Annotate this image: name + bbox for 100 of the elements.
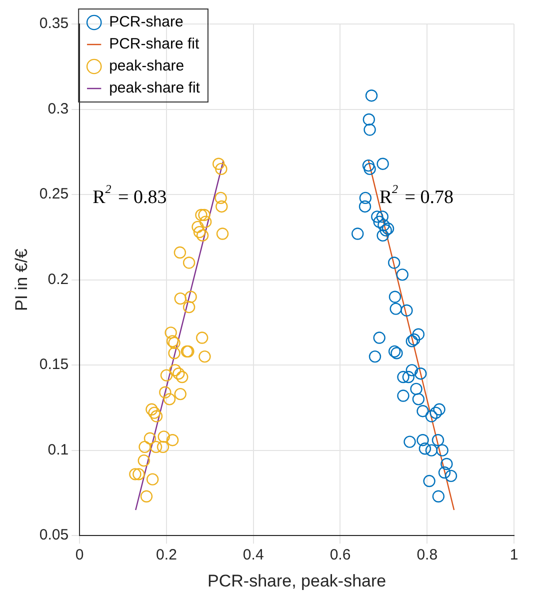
point <box>362 159 375 172</box>
x-tick-label: 1 <box>510 546 518 564</box>
point <box>404 436 416 448</box>
point <box>174 246 186 259</box>
point <box>129 468 142 480</box>
point <box>215 162 228 176</box>
point <box>397 370 410 384</box>
legend-label: PCR-share fit <box>109 36 200 53</box>
point <box>198 208 210 222</box>
point <box>150 410 163 422</box>
point <box>380 224 392 236</box>
point <box>390 302 402 315</box>
point <box>196 332 208 344</box>
point <box>376 210 388 223</box>
y-tick-label: 0.25 <box>39 186 69 203</box>
y-tick-label: 0.05 <box>39 526 69 544</box>
point <box>159 386 172 398</box>
point <box>163 393 176 406</box>
point <box>425 444 438 456</box>
point <box>172 367 185 380</box>
point <box>216 200 228 213</box>
point <box>168 347 180 360</box>
point <box>358 200 372 213</box>
point <box>414 367 427 380</box>
point <box>362 113 376 126</box>
point <box>440 458 453 470</box>
point <box>164 326 177 339</box>
y-tick-label: 0.1 <box>48 441 69 458</box>
point <box>150 440 162 454</box>
point <box>169 364 182 376</box>
point <box>378 219 390 232</box>
point <box>146 403 158 416</box>
point <box>182 300 196 314</box>
point <box>382 222 394 235</box>
point <box>140 490 153 502</box>
point <box>158 430 170 443</box>
point <box>212 158 225 170</box>
point <box>132 468 145 480</box>
point <box>388 345 401 358</box>
point <box>376 158 389 170</box>
y-tick-label: 0.35 <box>39 15 69 32</box>
point <box>430 406 442 419</box>
point <box>174 292 186 305</box>
legend-label: peak-share <box>109 58 184 75</box>
point <box>402 370 415 384</box>
point <box>388 256 400 269</box>
point <box>176 370 188 384</box>
point <box>184 290 197 303</box>
x-axis-title: PCR-share, peak-share <box>208 571 386 590</box>
point <box>198 350 211 363</box>
point <box>425 410 438 422</box>
point <box>418 442 432 455</box>
point <box>146 473 159 486</box>
point <box>148 406 160 419</box>
point <box>174 388 186 400</box>
point <box>138 454 150 467</box>
point <box>400 304 413 317</box>
x-tick-label: 0 <box>75 546 84 564</box>
point <box>444 470 458 482</box>
x-tick-label: 0.6 <box>330 546 351 564</box>
point <box>423 474 436 488</box>
x-tick-label: 0.2 <box>156 546 177 564</box>
point <box>376 229 389 242</box>
point <box>193 226 206 238</box>
point <box>160 369 173 382</box>
point <box>406 364 418 376</box>
point <box>438 466 451 479</box>
y-tick-label: 0.15 <box>39 356 69 374</box>
point <box>156 440 170 454</box>
y-tick-label: 0.3 <box>48 100 69 118</box>
point <box>373 332 386 344</box>
point <box>390 347 403 360</box>
point <box>416 434 429 446</box>
point <box>416 405 429 418</box>
point <box>192 220 204 234</box>
point <box>368 350 382 363</box>
point <box>388 290 402 303</box>
point <box>182 256 196 269</box>
point <box>352 228 364 240</box>
point <box>365 90 378 102</box>
point <box>216 228 229 240</box>
point <box>196 229 209 242</box>
point <box>396 268 408 281</box>
x-tick-label: 0.4 <box>242 546 264 564</box>
point <box>371 210 384 223</box>
point <box>436 444 448 456</box>
legend-label: PCR-share <box>109 14 184 31</box>
point <box>412 393 425 406</box>
y-axis-title: PI in €/€ <box>12 248 31 311</box>
point <box>412 328 425 340</box>
point <box>199 216 212 228</box>
point <box>144 432 156 444</box>
point <box>373 216 386 228</box>
point <box>359 192 372 204</box>
point <box>410 382 422 396</box>
point <box>214 192 227 204</box>
point <box>433 403 446 416</box>
legend-label: peak-share fit <box>109 80 201 97</box>
point <box>195 208 208 222</box>
point <box>432 434 444 446</box>
